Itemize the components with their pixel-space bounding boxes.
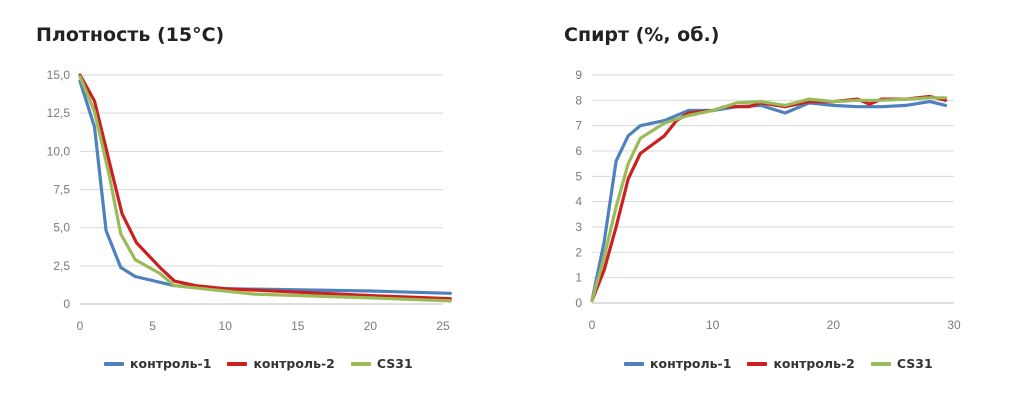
legend-item-kontrol-2: контроль-2 — [747, 356, 855, 371]
x-tick-label: 5 — [149, 319, 156, 333]
y-tick-label: 10,0 — [47, 144, 71, 158]
x-tick-label: 0 — [589, 318, 596, 332]
series-line-3 — [78, 74, 452, 303]
y-tick-label: 15,0 — [47, 68, 71, 82]
series-line-2 — [590, 94, 948, 303]
legend-item-kontrol-2: контроль-2 — [227, 356, 335, 371]
legend-swatch — [350, 361, 371, 366]
series-line-1 — [78, 79, 452, 295]
legend-label: контроль-2 — [253, 356, 335, 371]
legend-item-kontrol-1: контроль-1 — [104, 356, 211, 371]
alcohol-plot-area: 0 1 2 3 4 5 6 7 8 9 0 10 20 30 — [575, 68, 961, 332]
x-tick-label: 20 — [364, 319, 378, 333]
density-chart: Плотность (15°C) 0 2,5 5,0 7,5 10,0 12,5 15,0 0… — [0, 0, 500, 407]
x-tick-label: 10 — [219, 319, 233, 333]
y-tick-label: 9 — [575, 68, 582, 82]
series-line-2 — [78, 73, 452, 301]
legend-item-kontrol-1: контроль-1 — [624, 356, 731, 371]
y-tick-label: 5,0 — [53, 221, 70, 235]
legend-item-cs31: CS31 — [350, 356, 413, 371]
chart-title: Плотность (15°C) — [36, 24, 225, 46]
chart-legend: контроль-1 контроль-2 CS31 — [624, 356, 933, 371]
legend-swatch — [104, 361, 124, 366]
series-line-1 — [590, 100, 948, 303]
chart-title: Спирт (%, об.) — [564, 24, 720, 46]
x-tick-label: 0 — [77, 319, 84, 333]
density-plot-area: 0 2,5 5,0 7,5 10,0 12,5 15,0 0 5 10 15 20 25 — [47, 68, 452, 333]
legend-label: контроль-2 — [773, 356, 855, 371]
y-tick-label: 3 — [575, 220, 582, 234]
x-tick-label: 30 — [947, 318, 961, 332]
legend-label: CS31 — [376, 356, 413, 371]
legend-label: контроль-1 — [650, 356, 732, 371]
x-tick-label: 10 — [706, 318, 720, 332]
x-tick-label: 20 — [827, 318, 841, 332]
y-tick-label: 2,5 — [53, 259, 70, 273]
y-tick-label: 0 — [63, 297, 70, 311]
y-tick-label: 1 — [575, 271, 582, 285]
series-line-3 — [590, 96, 948, 303]
y-tick-label: 6 — [575, 144, 582, 158]
legend-swatch — [747, 361, 768, 366]
legend-label: CS31 — [896, 356, 933, 371]
legend-item-cs31: CS31 — [870, 356, 933, 371]
y-tick-label: 7 — [575, 119, 582, 133]
chart-legend: контроль-1 контроль-2 CS31 — [104, 356, 413, 371]
y-tick-label: 12,5 — [47, 106, 71, 120]
legend-label: контроль-1 — [130, 356, 212, 371]
y-tick-label: 7,5 — [53, 183, 70, 197]
y-tick-label: 2 — [575, 245, 582, 259]
y-tick-label: 4 — [575, 195, 582, 209]
x-tick-label: 15 — [291, 319, 305, 333]
legend-swatch — [870, 361, 891, 366]
y-tick-label: 0 — [575, 296, 582, 310]
legend-swatch — [624, 361, 644, 366]
y-tick-label: 5 — [575, 169, 582, 183]
alcohol-chart: Спирт (%, об.) 0 1 2 3 4 5 6 7 8 9 0 10 20 30 контрол… — [520, 0, 1024, 407]
legend-swatch — [227, 361, 248, 366]
y-tick-label: 8 — [575, 93, 582, 107]
x-tick-label: 25 — [436, 319, 450, 333]
